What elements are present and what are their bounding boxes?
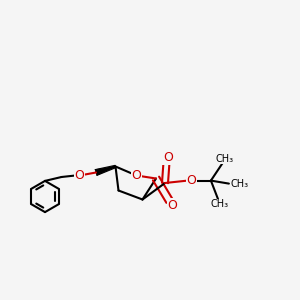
Text: O: O — [75, 169, 84, 182]
Polygon shape — [95, 167, 116, 176]
Text: O: O — [163, 151, 173, 164]
Text: O: O — [132, 169, 141, 182]
Text: CH₃: CH₃ — [211, 199, 229, 209]
Text: O: O — [186, 174, 196, 187]
Text: CH₃: CH₃ — [215, 154, 233, 164]
Text: CH₃: CH₃ — [230, 178, 248, 189]
Text: O: O — [168, 199, 177, 212]
